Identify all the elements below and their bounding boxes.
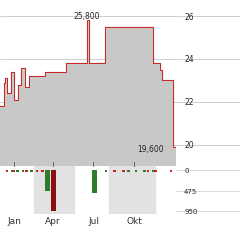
Bar xyxy=(104,171,107,172)
Bar xyxy=(154,171,156,172)
Bar xyxy=(6,171,8,172)
Bar xyxy=(25,171,28,172)
Bar xyxy=(45,171,50,191)
Text: Jan: Jan xyxy=(7,216,21,225)
Bar xyxy=(92,171,97,193)
Bar xyxy=(113,171,116,172)
Bar xyxy=(93,171,96,172)
Bar xyxy=(122,171,125,172)
Text: 24: 24 xyxy=(184,55,194,64)
Bar xyxy=(127,171,130,172)
Text: Jul: Jul xyxy=(88,216,99,225)
Bar xyxy=(41,171,44,172)
Bar xyxy=(134,171,137,172)
Text: 950: 950 xyxy=(184,209,198,215)
Text: 25,800: 25,800 xyxy=(73,12,100,21)
Bar xyxy=(36,171,38,172)
Text: 475: 475 xyxy=(184,188,197,194)
Bar xyxy=(13,171,15,172)
Text: 22: 22 xyxy=(184,98,193,107)
Text: Apr: Apr xyxy=(45,216,61,225)
Text: Okt: Okt xyxy=(126,216,142,225)
Bar xyxy=(34,166,74,214)
Bar xyxy=(22,171,24,172)
Text: 26: 26 xyxy=(184,12,194,21)
Bar xyxy=(16,171,19,172)
Bar xyxy=(143,171,146,172)
Text: 20: 20 xyxy=(184,140,194,149)
Text: 0: 0 xyxy=(184,168,189,174)
Bar xyxy=(30,171,33,172)
Text: 19,600: 19,600 xyxy=(138,145,164,154)
Bar xyxy=(51,171,56,212)
Bar xyxy=(11,171,14,172)
Bar xyxy=(152,171,155,172)
Bar xyxy=(170,171,172,172)
Bar xyxy=(147,171,150,172)
Bar xyxy=(109,166,155,214)
